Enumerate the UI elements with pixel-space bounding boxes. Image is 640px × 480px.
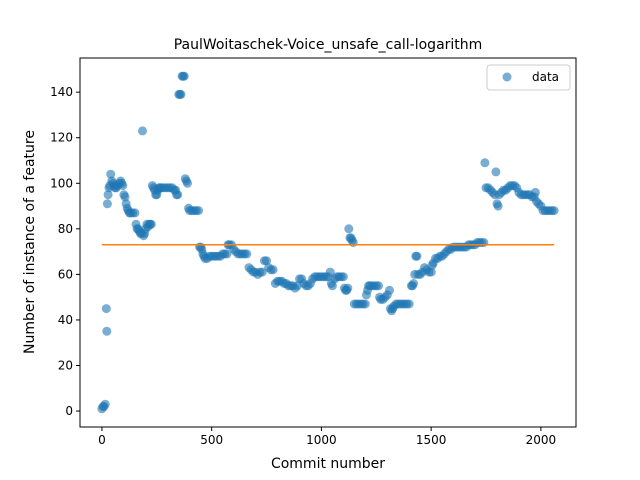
x-axis: 0 500 1000 1500 2000	[98, 427, 556, 447]
data-point	[183, 178, 192, 188]
y-axis: 0 20 40 60 80 100 120 140	[50, 85, 80, 418]
y-tick-label: 80	[58, 222, 73, 236]
x-tick-label: 1500	[416, 433, 447, 447]
y-tick-label: 100	[50, 176, 73, 190]
data-point	[179, 71, 189, 81]
data-point	[493, 201, 503, 211]
data-point	[530, 187, 540, 197]
y-axis-label: Number of instance of a feature	[22, 130, 38, 354]
data-point	[102, 199, 112, 209]
data-point	[409, 279, 419, 288]
data-point	[344, 224, 354, 234]
data-point	[173, 190, 183, 200]
y-tick-label: 140	[50, 85, 73, 99]
data-point	[426, 267, 436, 277]
data-point	[100, 399, 110, 409]
x-tick-label: 2000	[526, 433, 557, 447]
data-point	[385, 285, 394, 295]
data-point	[257, 267, 267, 277]
y-tick-label: 0	[65, 404, 73, 418]
data-point	[130, 208, 140, 218]
x-tick-label: 0	[98, 433, 106, 447]
data-point	[176, 89, 186, 99]
data-point	[118, 181, 128, 191]
data-point	[146, 219, 156, 229]
x-axis-label: Commit number	[271, 456, 385, 472]
chart-title: PaulWoitaschek-Voice_unsafe_call-logarit…	[174, 37, 483, 53]
data-point	[101, 304, 111, 314]
data-point	[242, 249, 252, 259]
data-point	[479, 238, 489, 247]
legend-label: data	[532, 70, 559, 84]
data-point	[480, 158, 490, 168]
data-point	[491, 167, 501, 177]
data-point	[343, 283, 353, 293]
data-point	[348, 238, 358, 247]
data-point	[404, 299, 414, 309]
data-point	[325, 267, 335, 277]
data-point	[268, 265, 278, 275]
data-point	[103, 190, 113, 200]
legend-marker	[502, 72, 512, 82]
data-point	[412, 251, 422, 261]
data-point	[194, 206, 203, 216]
y-tick-label: 120	[50, 131, 73, 145]
data-point	[106, 169, 116, 179]
data-point	[360, 299, 370, 309]
y-tick-label: 40	[58, 313, 73, 327]
x-tick-label: 1000	[306, 433, 337, 447]
data-point	[262, 256, 271, 266]
data-point	[138, 126, 147, 136]
y-tick-label: 60	[58, 267, 73, 281]
data-point	[120, 192, 130, 202]
data-point	[327, 281, 337, 291]
data-point	[102, 326, 112, 336]
plot-frame	[79, 57, 577, 428]
data-point	[549, 206, 559, 216]
legend-box	[486, 64, 571, 91]
data-point	[374, 281, 383, 291]
x-tick-label: 500	[200, 433, 223, 447]
data-point	[338, 272, 348, 282]
legend: data	[486, 64, 571, 91]
data-point	[222, 249, 232, 259]
y-tick-label: 20	[58, 359, 73, 373]
data-points	[97, 71, 559, 414]
